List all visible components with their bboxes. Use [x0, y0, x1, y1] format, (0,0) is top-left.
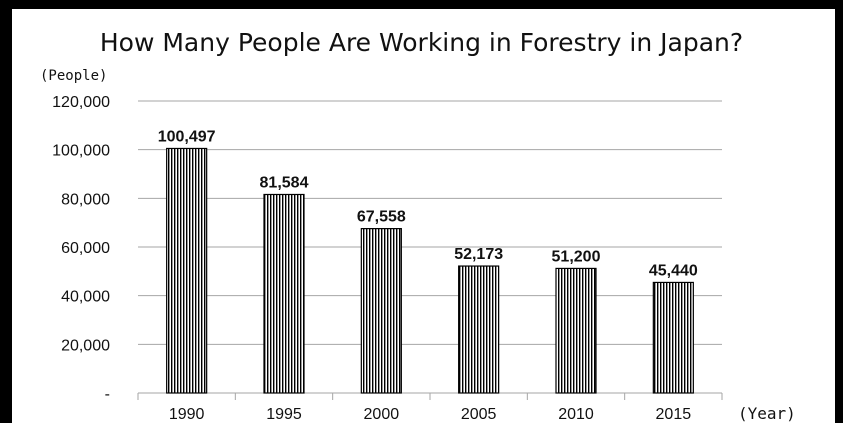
- y-tick-label: -: [105, 386, 110, 403]
- data-label: 51,200: [552, 248, 601, 265]
- bar: [458, 265, 500, 394]
- bar: [263, 193, 305, 394]
- data-label: 67,558: [357, 209, 406, 226]
- x-tick-label: 1990: [169, 406, 205, 423]
- y-axis-label: (People): [40, 68, 107, 84]
- y-tick-label: 120,000: [52, 94, 110, 111]
- y-tick-label: 20,000: [61, 337, 110, 354]
- y-tick-label: 100,000: [52, 143, 110, 160]
- data-label: 81,584: [260, 174, 309, 191]
- x-tick-label: 1995: [266, 406, 302, 423]
- chart-title: How Many People Are Working in Forestry …: [99, 28, 744, 57]
- data-label: 52,173: [454, 246, 503, 263]
- x-tick-label: 2005: [461, 406, 497, 423]
- y-tick-label: 60,000: [61, 240, 110, 257]
- data-label: 100,497: [158, 128, 216, 145]
- bar: [166, 147, 208, 394]
- y-tick-label: 40,000: [61, 289, 110, 306]
- bar: [360, 228, 402, 394]
- y-tick-label: 80,000: [61, 191, 110, 208]
- data-label: 45,440: [649, 262, 698, 279]
- x-tick-label: 2015: [656, 406, 692, 423]
- x-axis-label: (Year): [738, 404, 796, 423]
- bar: [652, 281, 694, 394]
- x-tick-label: 2000: [364, 406, 400, 423]
- bar: [555, 267, 597, 394]
- x-tick-label: 2010: [558, 406, 594, 423]
